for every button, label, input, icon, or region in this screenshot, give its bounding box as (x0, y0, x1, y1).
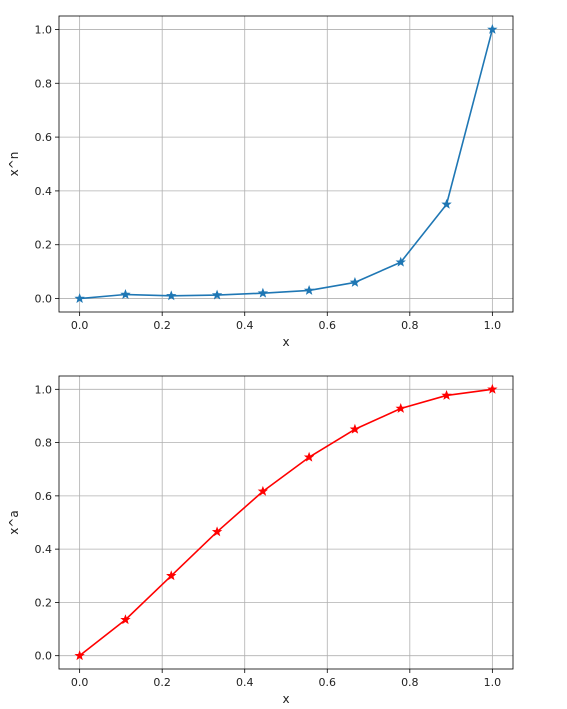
x-tick-label: 1.0 (484, 676, 502, 689)
y-axis-label: x^n (7, 152, 21, 177)
series-line (79, 29, 494, 300)
x-tick-label: 0.0 (71, 676, 89, 689)
y-tick-label: 0.2 (35, 239, 53, 252)
y-axis-label: x^a (7, 510, 21, 535)
data-point-marker (257, 485, 269, 496)
x-tick-label: 0.4 (236, 676, 254, 689)
x-tick-label: 0.0 (71, 319, 89, 332)
data-point-marker (395, 403, 406, 413)
y-tick-label: 0.6 (35, 131, 53, 144)
data-point-marker (211, 289, 223, 300)
x-tick-label: 0.6 (319, 676, 337, 689)
data-point-marker (303, 451, 315, 462)
data-point-marker (303, 285, 315, 295)
data-point-marker (487, 383, 498, 394)
x-tick-label: 0.6 (319, 319, 337, 332)
data-point-marker (441, 389, 452, 400)
data-point-marker (395, 256, 406, 267)
x-tick-label: 0.2 (153, 676, 171, 689)
bottom-subplot: 0.0 0.2 0.4 0.6 0.8 1.0 0.0 0.2 0.4 0.6 0.8 1.0 x x^a (7, 375, 514, 706)
y-tick-label: 0.6 (35, 490, 53, 503)
data-point-marker (349, 423, 361, 434)
y-tick-label: 0.2 (35, 596, 53, 609)
y-tick-label: 1.0 (35, 383, 53, 396)
y-tick-label: 0.8 (35, 77, 53, 90)
y-tick-label: 0.4 (35, 185, 53, 198)
data-point-marker (166, 290, 177, 301)
x-axis-label: x (282, 692, 289, 706)
x-axis-label: x (282, 335, 289, 349)
y-tick-label: 0.4 (35, 543, 53, 556)
axes-frame (58, 375, 514, 670)
x-tick-label: 0.2 (153, 319, 171, 332)
axes-frame (58, 15, 514, 313)
data-point-marker (441, 198, 452, 209)
x-tick-label: 1.0 (484, 319, 502, 332)
data-point-marker (120, 289, 131, 299)
y-tick-label: 0.0 (35, 650, 53, 663)
data-point-marker (120, 614, 131, 625)
y-tick-label: 0.8 (35, 437, 53, 450)
y-tick-label: 1.0 (35, 23, 53, 36)
data-point-marker (211, 526, 223, 537)
data-point-marker (257, 287, 269, 298)
data-point-marker (74, 293, 85, 303)
x-tick-label: 0.8 (401, 319, 419, 332)
data-point-marker (166, 570, 177, 581)
x-tick-label: 0.4 (236, 319, 254, 332)
data-point-marker (349, 276, 361, 287)
data-point-marker (487, 23, 498, 34)
top-subplot: 0.0 0.2 0.4 0.6 0.8 1.0 0.0 0.2 0.4 0.6 0.8 1.0 x x^n (7, 15, 514, 349)
series-line (79, 388, 493, 657)
data-point-marker (74, 650, 85, 661)
y-tick-label: 0.0 (35, 293, 53, 306)
x-tick-label: 0.8 (401, 676, 419, 689)
